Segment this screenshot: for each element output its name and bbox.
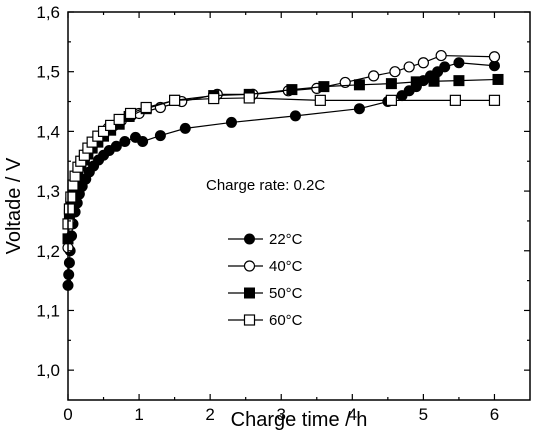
data-point [154, 130, 166, 142]
data-point [140, 101, 152, 114]
data-point [286, 84, 298, 96]
data-point [453, 57, 465, 69]
series-layer [62, 49, 504, 291]
data-point [449, 94, 461, 106]
data-point [113, 113, 125, 126]
data-point [63, 203, 76, 215]
data-point [353, 79, 365, 91]
legend-marker [243, 314, 256, 326]
legend: 22°C 40°C 50°C 60°C [228, 231, 303, 329]
legend-marker [244, 287, 255, 299]
data-point [428, 75, 440, 87]
data-point [105, 119, 117, 132]
x-axis-title: Charge time / h [231, 409, 368, 431]
data-point [243, 92, 255, 104]
x-tick-label: 5 [419, 405, 428, 424]
x-tick-label: 6 [490, 405, 499, 424]
data-point [65, 191, 77, 203]
data-point [488, 94, 501, 106]
data-point [137, 136, 149, 148]
data-point [435, 49, 447, 62]
data-point [492, 73, 504, 85]
y-tick-label: 1,4 [36, 122, 60, 141]
y-tick-label: 1,2 [36, 242, 60, 261]
data-point [225, 116, 237, 128]
y-tick-label: 1,1 [36, 301, 60, 320]
data-point [353, 103, 365, 115]
legend-entry: 60°C [228, 312, 303, 329]
plot-frame [67, 11, 531, 401]
data-point [169, 94, 181, 106]
x-tick-label: 4 [348, 405, 357, 424]
data-point [63, 257, 75, 269]
data-point [368, 70, 380, 82]
data-point [314, 94, 326, 106]
legend-label: 60°C [269, 312, 303, 329]
legend-entry: 40°C [228, 258, 303, 275]
y-tick-label: 1,6 [36, 3, 60, 22]
data-point [289, 110, 301, 122]
axes: 0 1 2 3 4 5 6 1,0 1,1 1,2 1,3 1,4 1,5 1,6 [36, 3, 531, 424]
legend-label: 50°C [269, 285, 303, 302]
legend-label: 40°C [269, 258, 303, 275]
y-tick-label: 1,3 [36, 182, 60, 201]
x-tick-label: 1 [134, 405, 143, 424]
charge-rate-annotation: Charge rate: 0.2C [206, 177, 325, 194]
data-point [385, 94, 397, 106]
data-point [179, 122, 191, 134]
data-point [439, 61, 451, 73]
x-tick-label: 3 [276, 405, 285, 424]
data-point [403, 61, 415, 73]
legend-marker [244, 233, 255, 245]
data-point [385, 78, 397, 90]
data-point [86, 136, 98, 148]
data-point [119, 136, 131, 148]
series-line [67, 78, 499, 239]
data-point [417, 57, 429, 69]
data-point [110, 140, 122, 152]
legend-entry: 22°C [228, 231, 303, 248]
series-3 [62, 92, 501, 230]
legend-marker [243, 260, 256, 272]
series-0 [62, 57, 500, 291]
data-point [410, 76, 422, 88]
y-tick-label: 1,0 [36, 361, 60, 380]
data-point [124, 107, 137, 120]
data-point [488, 51, 501, 63]
y-tick-label: 1,5 [36, 63, 60, 82]
data-point [453, 75, 465, 87]
x-tick-label: 0 [63, 405, 72, 424]
y-axis-title: Voltade / V [3, 157, 25, 254]
series-line [67, 62, 495, 286]
data-point [208, 92, 220, 105]
data-point [318, 81, 330, 93]
data-point [389, 66, 401, 78]
data-point [97, 125, 110, 137]
legend-entry: 50°C [228, 285, 303, 302]
x-tick-label: 2 [205, 405, 214, 424]
legend-label: 22°C [269, 231, 303, 248]
